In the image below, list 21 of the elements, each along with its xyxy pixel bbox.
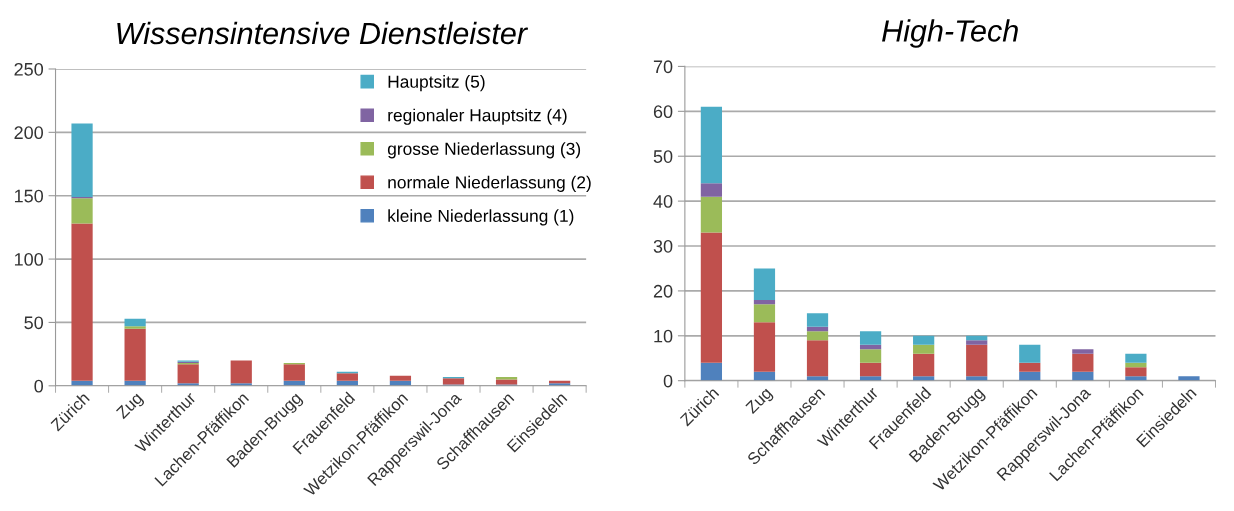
y-tick-label: 20: [653, 284, 673, 298]
y-tick-label: 100: [14, 253, 44, 266]
y-tick-label: 50: [653, 150, 673, 163]
y-tick-label: 0: [34, 379, 44, 393]
legend-label: regionaler Hauptsitz (4): [388, 108, 567, 125]
legend-label: kleine Niederlassung (1): [388, 209, 574, 226]
y-tick-label: 70: [653, 60, 673, 74]
chart-title: Wissensintensive Dienstleister: [117, 21, 529, 45]
y-tick-label: 250: [14, 62, 44, 76]
y-tick-label: 50: [24, 316, 44, 330]
y-tick-label: 150: [14, 189, 44, 203]
y-tick-label: 0: [663, 374, 673, 388]
legend-label: normale Niederlassung (2): [388, 175, 591, 192]
legend-label: Hauptsitz (5): [388, 75, 485, 92]
y-tick-label: 10: [654, 329, 673, 343]
y-tick-label: 60: [653, 105, 673, 119]
chart-title: High-Tech: [882, 19, 1018, 48]
legend-label: grosse Niederlassung (3): [387, 142, 581, 159]
y-tick-label: 30: [653, 239, 673, 253]
y-tick-label: 200: [14, 126, 44, 140]
y-tick-label: 40: [653, 195, 673, 208]
